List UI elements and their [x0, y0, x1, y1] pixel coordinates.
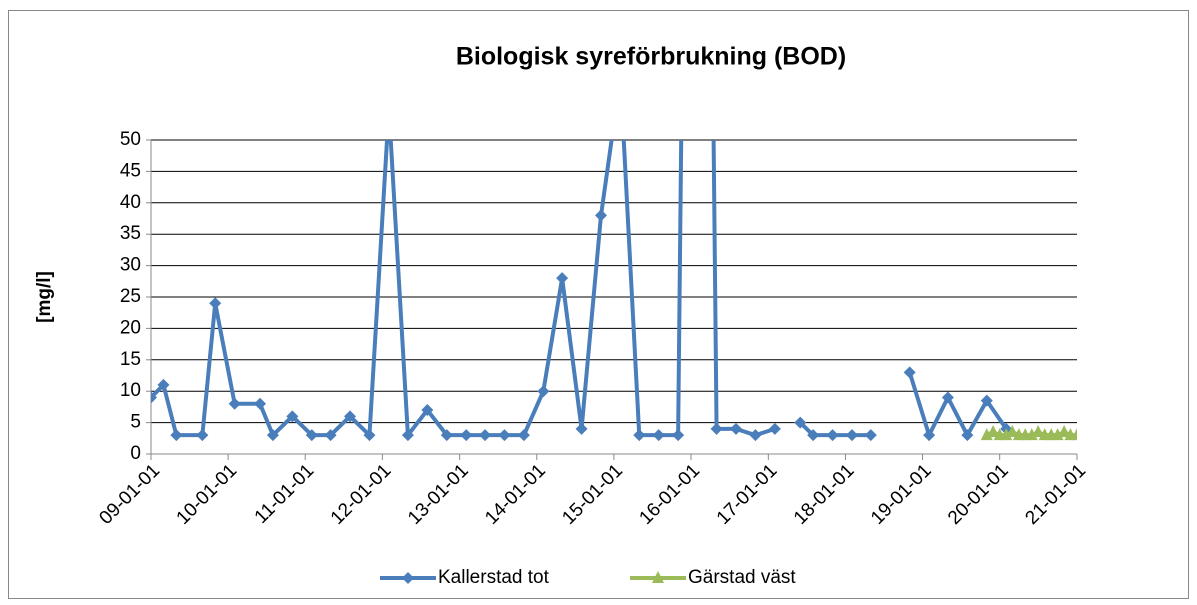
data-point — [151, 391, 157, 404]
data-point — [749, 429, 762, 442]
legend-label: Gärstad väst — [688, 567, 796, 588]
data-point — [266, 429, 279, 442]
y-tick-label: 30 — [120, 255, 141, 276]
y-tick-label: 15 — [120, 349, 141, 370]
y-tick-label: 5 — [130, 412, 141, 433]
data-point — [537, 385, 550, 398]
data-point — [710, 422, 723, 435]
legend-marker — [652, 571, 664, 583]
data-point — [730, 422, 743, 435]
plot-area — [151, 140, 1077, 442]
y-tick-label: 50 — [120, 129, 141, 150]
data-point — [440, 429, 453, 442]
chart-title: Biologisk syreförbrukning (BOD) — [456, 43, 846, 71]
data-point — [401, 429, 414, 442]
data-point — [672, 429, 685, 442]
data-point — [961, 429, 974, 442]
chart-border — [8, 10, 1189, 599]
data-point — [652, 429, 665, 442]
data-point — [556, 272, 569, 285]
data-point — [517, 429, 530, 442]
data-point — [1071, 428, 1077, 441]
data-point — [941, 391, 954, 404]
data-point — [421, 404, 434, 417]
data-point — [826, 429, 839, 442]
data-point — [1051, 428, 1064, 441]
y-tick-label: 10 — [120, 380, 141, 401]
data-point — [209, 297, 222, 310]
data-point — [1032, 425, 1045, 438]
y-tick-label: 40 — [120, 192, 141, 213]
data-point — [1006, 425, 1019, 438]
data-point — [170, 429, 183, 442]
data-point — [845, 429, 858, 442]
data-point — [575, 422, 588, 435]
data-point — [254, 397, 267, 410]
data-point — [460, 429, 473, 442]
data-point — [157, 378, 170, 391]
y-tick-label: 35 — [120, 223, 141, 244]
y-tick-label: 0 — [130, 443, 141, 464]
data-point — [1025, 428, 1038, 441]
data-point — [324, 429, 337, 442]
data-point — [228, 397, 241, 410]
data-point — [633, 429, 646, 442]
data-point — [980, 428, 993, 441]
data-point — [864, 429, 877, 442]
data-point — [479, 429, 492, 442]
data-point — [923, 429, 936, 442]
y-axis-label: [mg/l] — [34, 271, 55, 323]
data-point — [498, 429, 511, 442]
data-point — [903, 366, 916, 379]
data-point — [980, 394, 993, 407]
data-point — [595, 209, 608, 222]
data-point — [196, 429, 209, 442]
data-point — [286, 410, 299, 423]
data-point — [1058, 425, 1071, 438]
data-point — [768, 422, 781, 435]
legend-label: Kallerstad tot — [438, 567, 550, 588]
data-point — [305, 429, 318, 442]
y-tick-label: 20 — [120, 317, 141, 338]
data-point — [987, 425, 1000, 438]
data-point — [794, 416, 807, 429]
y-tick-label: 25 — [120, 286, 141, 307]
legend-marker — [402, 572, 414, 584]
data-point — [344, 410, 357, 423]
data-point — [363, 429, 376, 442]
y-tick-label: 45 — [120, 160, 141, 181]
data-point — [807, 429, 820, 442]
data-point — [1000, 428, 1013, 441]
